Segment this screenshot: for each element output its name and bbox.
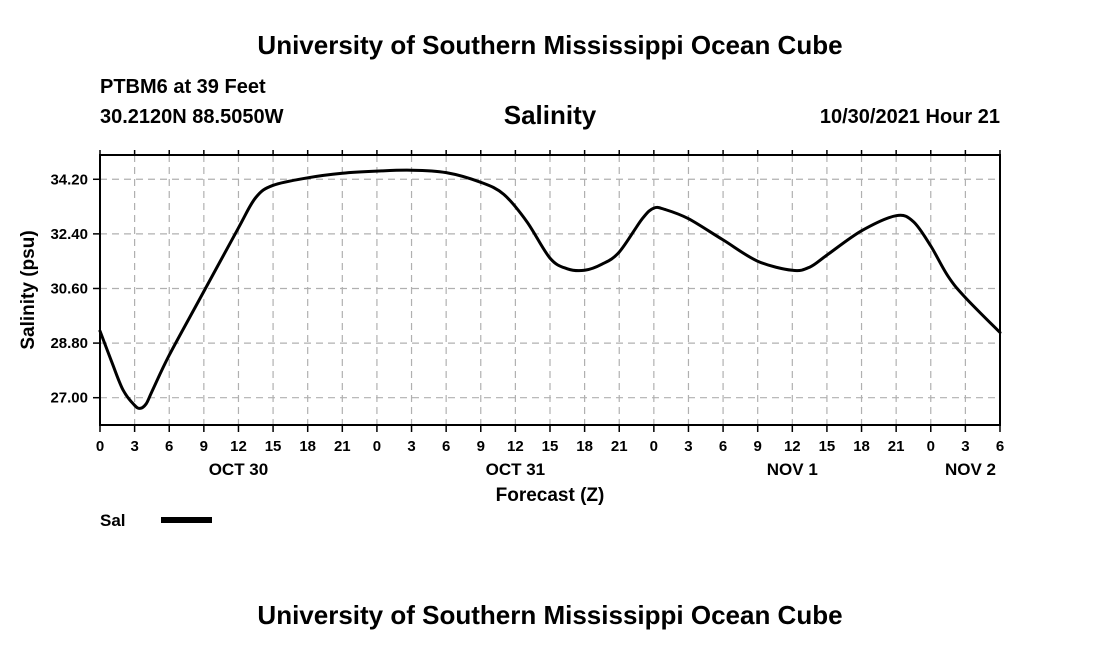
x-tick-label: 21 [611,438,628,455]
date-label: NOV 2 [945,460,996,479]
x-tick-label: 0 [373,438,381,455]
legend-label: Sal [100,511,126,530]
x-tick-label: 6 [442,438,450,455]
x-tick-label: 15 [265,438,282,455]
y-tick-label: 34.20 [50,171,88,188]
y-tick-label: 28.80 [50,335,88,352]
x-tick-label: 6 [996,438,1004,455]
x-tick-label: 6 [165,438,173,455]
y-axis-label: Salinity (psu) [18,230,39,349]
x-tick-label: 21 [888,438,905,455]
x-tick-label: 12 [507,438,524,455]
date-label: NOV 1 [767,460,818,479]
station-name: PTBM6 at 39 Feet [100,76,266,98]
date-label: OCT 30 [209,460,269,479]
series-line-sal [98,168,1002,410]
y-tick-label: 27.00 [50,390,88,407]
x-tick-label: 12 [784,438,801,455]
date-label: OCT 31 [486,460,546,479]
x-tick-label: 9 [754,438,762,455]
x-tick-label: 18 [299,438,316,455]
x-tick-label: 15 [542,438,559,455]
y-tick-label: 30.60 [50,280,88,297]
x-tick-label: 3 [684,438,692,455]
x-tick-label: 12 [230,438,247,455]
x-tick-label: 9 [477,438,485,455]
x-tick-label: 0 [927,438,935,455]
x-tick-label: 21 [334,438,351,455]
x-tick-label: 3 [961,438,969,455]
x-tick-label: 9 [200,438,208,455]
station-coords: 30.2120N 88.5050W [100,106,284,128]
x-tick-label: 15 [819,438,836,455]
chart-title: Salinity [503,100,597,130]
bottom-title: University of Southern Mississippi Ocean… [257,600,843,630]
x-tick-label: 3 [407,438,415,455]
x-tick-label: 18 [853,438,870,455]
x-tick-label: 0 [96,438,104,455]
x-tick-label: 0 [650,438,658,455]
y-tick-label: 32.40 [50,226,88,243]
chart-datetime: 10/30/2021 Hour 21 [819,106,1000,128]
x-tick-label: 3 [130,438,138,455]
x-axis-label: Forecast (Z) [496,485,605,506]
x-tick-label: 6 [719,438,727,455]
legend-swatch [161,517,212,523]
x-tick-label: 18 [576,438,593,455]
top-title: University of Southern Mississippi Ocean… [257,30,843,60]
